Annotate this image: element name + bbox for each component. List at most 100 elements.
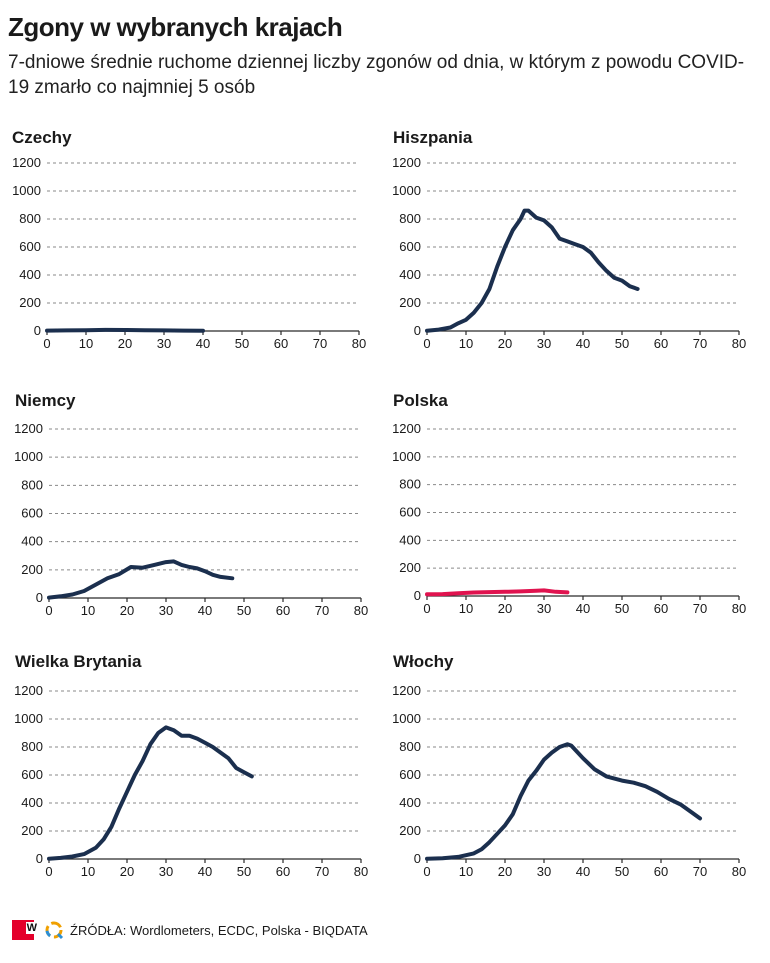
y-tick-label: 200 [399,560,421,575]
x-tick-label: 70 [693,864,707,879]
series-line-włochy [425,742,702,861]
y-tick-label: 200 [21,562,43,577]
y-tick-label: 1000 [12,183,41,198]
y-tick-label: 600 [399,767,421,782]
chart-panel-wielka-brytania: 0 200 400 600 800 1000 1200 0 10 20 30 40 50 60 70 80 [14,683,368,879]
x-tick-label: 80 [732,336,746,351]
x-tick-label: 40 [576,601,590,616]
y-tick-label: 600 [399,505,421,520]
x-tick-label: 10 [459,336,473,351]
panel-title-polska: Polska [393,391,448,410]
x-tick-label: 0 [43,336,50,351]
chart-panel-polska: 0 200 400 600 800 1000 1200 0 10 20 30 40 50 60 70 80 [392,421,746,616]
x-tick-label: 10 [81,864,95,879]
x-tick-label: 10 [79,336,93,351]
x-tick-label: 40 [576,864,590,879]
x-tick-label: 30 [537,864,551,879]
y-tick-label: 400 [21,534,43,549]
y-tick-label: 1200 [14,683,43,698]
footer: W ŹRÓDŁA: Wordlometers, ECDC, Polska - B… [12,918,368,942]
x-tick-label: 40 [198,603,212,618]
x-tick-label: 50 [615,601,629,616]
y-tick-label: 0 [36,851,43,866]
x-tick-label: 0 [45,603,52,618]
x-tick-label: 80 [732,864,746,879]
y-tick-label: 800 [21,739,43,754]
y-tick-label: 0 [414,323,421,338]
x-tick-label: 80 [354,603,368,618]
x-tick-label: 30 [159,864,173,879]
x-tick-label: 60 [654,336,668,351]
y-tick-label: 1200 [392,683,421,698]
x-tick-label: 40 [198,864,212,879]
y-tick-label: 800 [399,477,421,492]
series-line-wielka-brytania [47,725,254,861]
y-tick-label: 0 [34,323,41,338]
chart-title: Zgony w wybranych krajach [8,12,343,42]
x-tick-label: 20 [498,864,512,879]
x-tick-label: 20 [120,603,134,618]
x-tick-label: 70 [693,336,707,351]
y-tick-label: 600 [399,239,421,254]
x-tick-label: 80 [354,864,368,879]
y-tick-label: 200 [399,823,421,838]
y-tick-label: 400 [399,795,421,810]
x-tick-label: 50 [615,336,629,351]
y-tick-label: 1200 [14,421,43,436]
y-tick-label: 400 [19,267,41,282]
y-tick-label: 400 [399,532,421,547]
x-tick-label: 10 [459,864,473,879]
y-tick-label: 600 [21,506,43,521]
x-tick-label: 0 [423,336,430,351]
y-tick-label: 600 [21,767,43,782]
panel-title-włochy: Włochy [393,652,454,671]
x-tick-label: 30 [157,336,171,351]
chart-panel-hiszpania: 0 200 400 600 800 1000 1200 0 10 20 30 40 50 60 70 80 [392,155,746,351]
x-tick-label: 10 [81,603,95,618]
x-tick-label: 40 [196,336,210,351]
x-tick-label: 70 [315,864,329,879]
x-tick-label: 0 [45,864,52,879]
biqdata-logo-icon [45,921,64,940]
y-tick-label: 600 [19,239,41,254]
series-line-polska [425,588,570,597]
y-tick-label: 0 [414,588,421,603]
x-tick-label: 50 [237,864,251,879]
y-tick-label: 200 [399,295,421,310]
x-tick-label: 80 [732,601,746,616]
x-tick-label: 60 [276,864,290,879]
chart-panel-czechy: 0 200 400 600 800 1000 1200 0 10 20 30 40 50 60 70 80 [12,155,366,351]
x-tick-label: 70 [315,603,329,618]
series-line-niemcy [47,559,235,600]
panel-title-czechy: Czechy [12,128,72,147]
x-tick-label: 70 [693,601,707,616]
x-tick-label: 60 [274,336,288,351]
x-tick-label: 70 [313,336,327,351]
x-tick-label: 60 [654,864,668,879]
y-tick-label: 1200 [392,421,421,436]
y-tick-label: 400 [399,267,421,282]
panel-title-wielka-brytania: Wielka Brytania [15,652,142,671]
y-tick-label: 1000 [14,449,43,464]
y-tick-label: 800 [19,211,41,226]
y-tick-label: 0 [414,851,421,866]
y-tick-label: 1000 [392,449,421,464]
x-tick-label: 10 [459,601,473,616]
x-tick-label: 0 [423,601,430,616]
x-tick-label: 20 [118,336,132,351]
y-tick-label: 800 [399,211,421,226]
x-tick-label: 50 [235,336,249,351]
x-tick-label: 20 [498,336,512,351]
x-tick-label: 60 [654,601,668,616]
y-tick-label: 1000 [392,183,421,198]
y-tick-label: 1000 [392,711,421,726]
x-tick-label: 80 [352,336,366,351]
x-tick-label: 30 [537,601,551,616]
series-line-hiszpania [425,208,640,333]
y-tick-label: 800 [21,477,43,492]
x-tick-label: 60 [276,603,290,618]
y-tick-label: 1200 [392,155,421,170]
publisher-logo: W [12,920,38,940]
y-tick-label: 1200 [12,155,41,170]
x-tick-label: 50 [615,864,629,879]
